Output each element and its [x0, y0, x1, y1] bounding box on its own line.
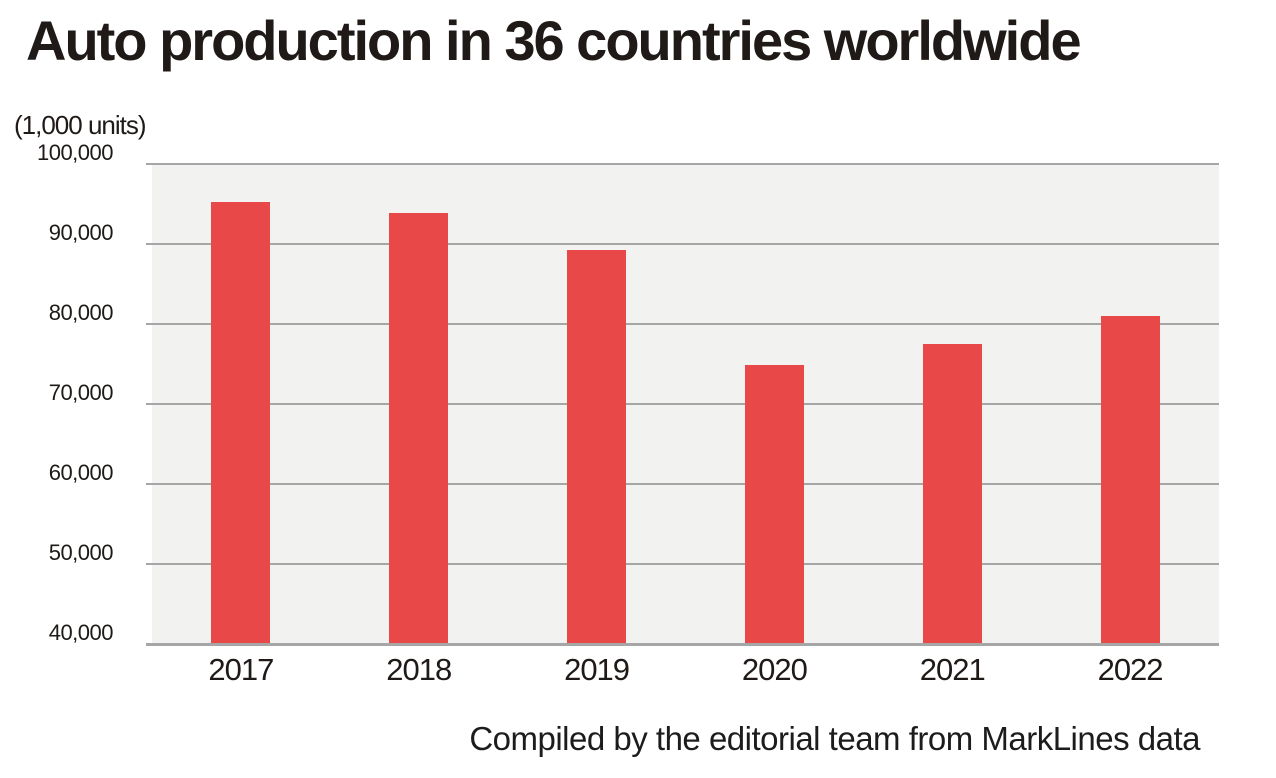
x-tick-label-2017: 2017 [208, 652, 274, 687]
x-tick-label-2022: 2022 [1097, 652, 1164, 687]
gridline-90000 [146, 243, 1219, 245]
y-tick-label: 70,000 [48, 380, 114, 405]
gridline-50000 [146, 563, 1219, 565]
y-tick-label: 90,000 [48, 220, 114, 245]
bar-2018 [389, 212, 449, 644]
y-tick-label: 80,000 [48, 300, 114, 325]
y-tick-label: 40,000 [48, 620, 114, 645]
bar-2021 [922, 344, 982, 644]
y-tick-label: 50,000 [48, 540, 114, 565]
x-tick-label-2021: 2021 [919, 652, 986, 687]
bar-2022 [1100, 316, 1160, 644]
x-tick-label-2018: 2018 [386, 652, 452, 687]
y-tick-label: 60,000 [48, 460, 114, 485]
source-caption: Compiled by the editorial team from Mark… [469, 720, 1200, 757]
bar-2020 [744, 364, 804, 644]
x-tick-label-2020: 2020 [741, 652, 808, 687]
gridline-70000 [146, 403, 1219, 405]
chart-title: Auto production in 36 countries worldwid… [26, 9, 1082, 72]
bar-2017 [211, 202, 271, 644]
y-axis-unit-label: (1,000 units) [14, 110, 147, 140]
gridline-100000 [146, 163, 1219, 165]
gridline-80000 [146, 323, 1219, 325]
bar-2019 [567, 249, 627, 644]
x-axis-line [146, 643, 1219, 646]
gridline-60000 [146, 483, 1219, 485]
x-tick-label-2019: 2019 [564, 652, 630, 687]
y-tick-label: 100,000 [36, 140, 114, 165]
